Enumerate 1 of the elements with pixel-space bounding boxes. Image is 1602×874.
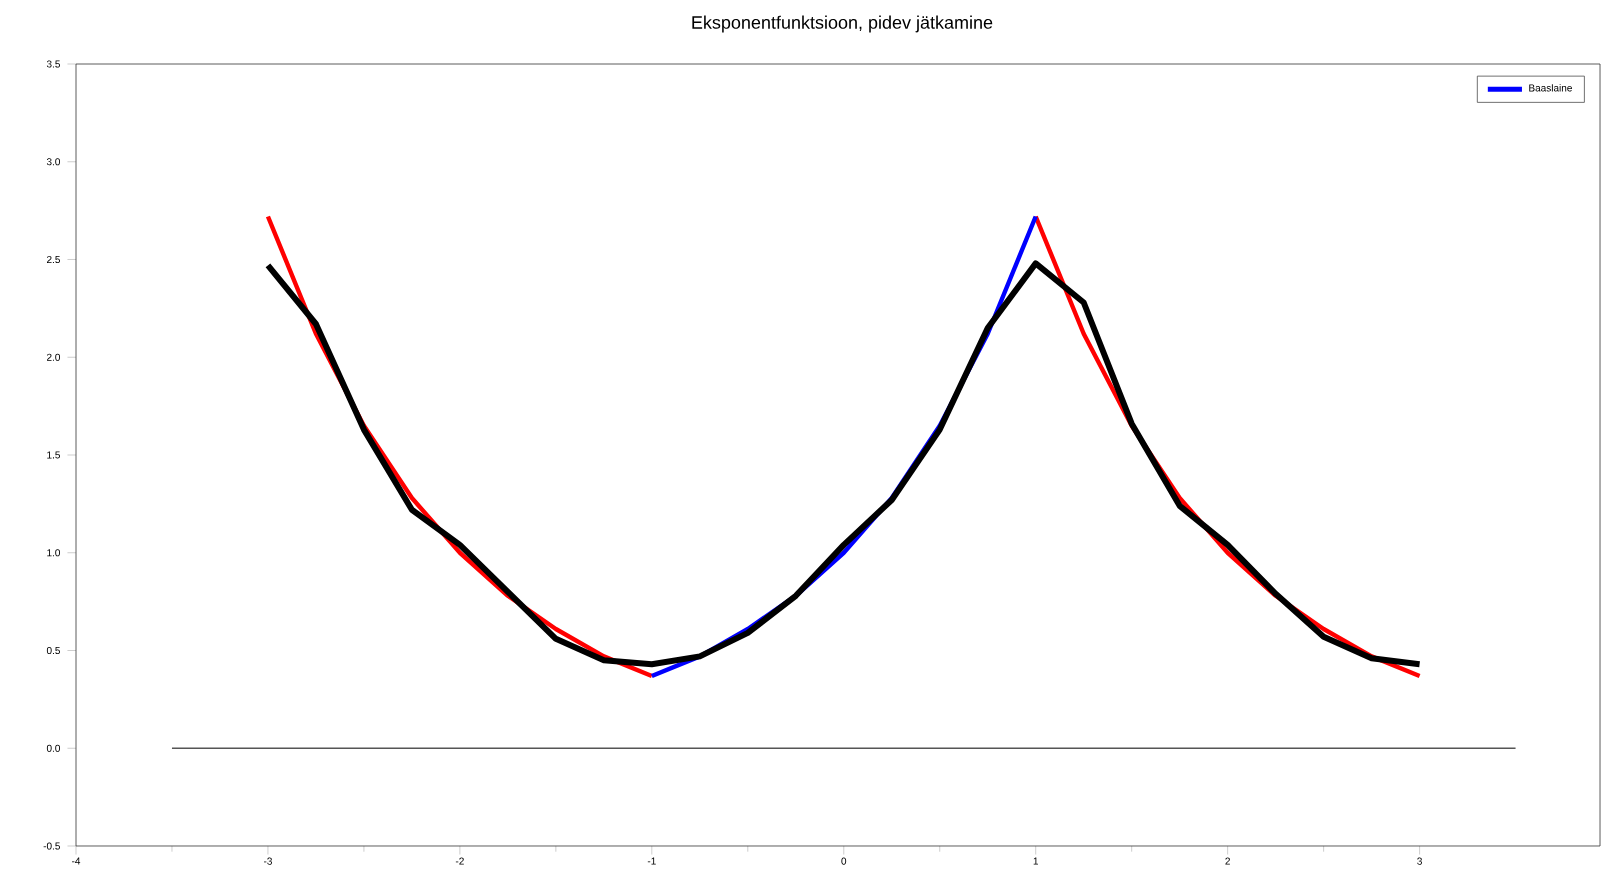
chart-title: Eksponentfunktsioon, pidev jätkamine — [692, 15, 993, 33]
